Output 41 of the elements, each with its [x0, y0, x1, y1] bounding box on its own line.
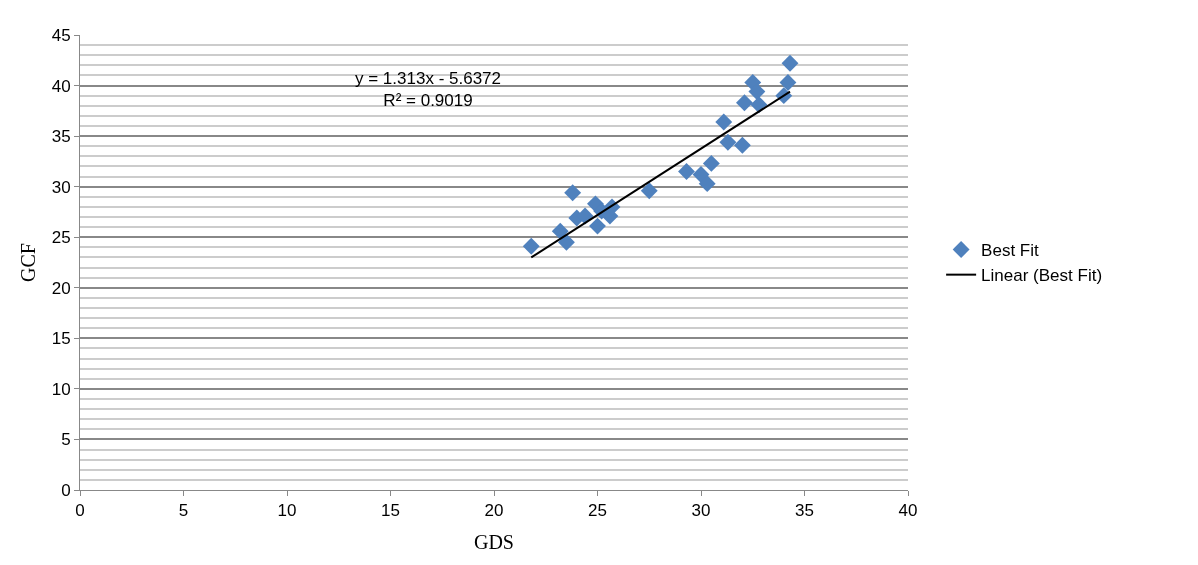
x-tick-label: 40: [898, 501, 918, 521]
legend-label: Linear (Best Fit): [981, 266, 1103, 286]
x-axis-title: GDS: [473, 530, 515, 553]
y-tick-label: 25: [51, 228, 71, 248]
point: [779, 74, 797, 91]
point: [715, 113, 733, 131]
annotation: R² = 0.9019: [383, 91, 473, 111]
point: [589, 217, 606, 235]
x-tick-label: 35: [795, 501, 814, 521]
x-tick-label: 5: [178, 501, 189, 521]
point: [564, 184, 582, 202]
annotation: y = 1.313x - 5.6372: [355, 69, 502, 88]
y-tick-label: 0: [61, 480, 71, 500]
point: [522, 237, 540, 255]
y-tick-label: 20: [51, 278, 71, 298]
y-tick-label: 35: [51, 127, 71, 147]
legend-label: Best Fit: [981, 241, 1040, 261]
point: [702, 154, 720, 172]
y-tick-label: 10: [51, 379, 71, 399]
point: [551, 222, 569, 240]
y-tick-label: 45: [51, 25, 71, 45]
y-axis-title: GCF: [17, 243, 40, 282]
x-tick-label: 25: [588, 501, 607, 521]
point: [748, 83, 766, 101]
point: [736, 94, 753, 112]
point: [640, 182, 658, 200]
x-tick-label: 15: [381, 501, 400, 521]
y-tick-label: 15: [51, 329, 71, 349]
point: [781, 54, 799, 72]
x-tick-label: 10: [277, 501, 297, 521]
point: [678, 163, 695, 180]
x-tick-label: 20: [484, 501, 504, 521]
point: [733, 136, 751, 154]
y-tick-label: 40: [51, 76, 71, 96]
y-tick-label: 30: [51, 177, 71, 197]
point: [558, 233, 575, 251]
y-tick-label: 5: [61, 430, 71, 450]
point: [698, 175, 716, 193]
point: [719, 133, 737, 151]
x-tick-label: 0: [75, 501, 85, 521]
x-tick-label: 30: [691, 501, 711, 521]
